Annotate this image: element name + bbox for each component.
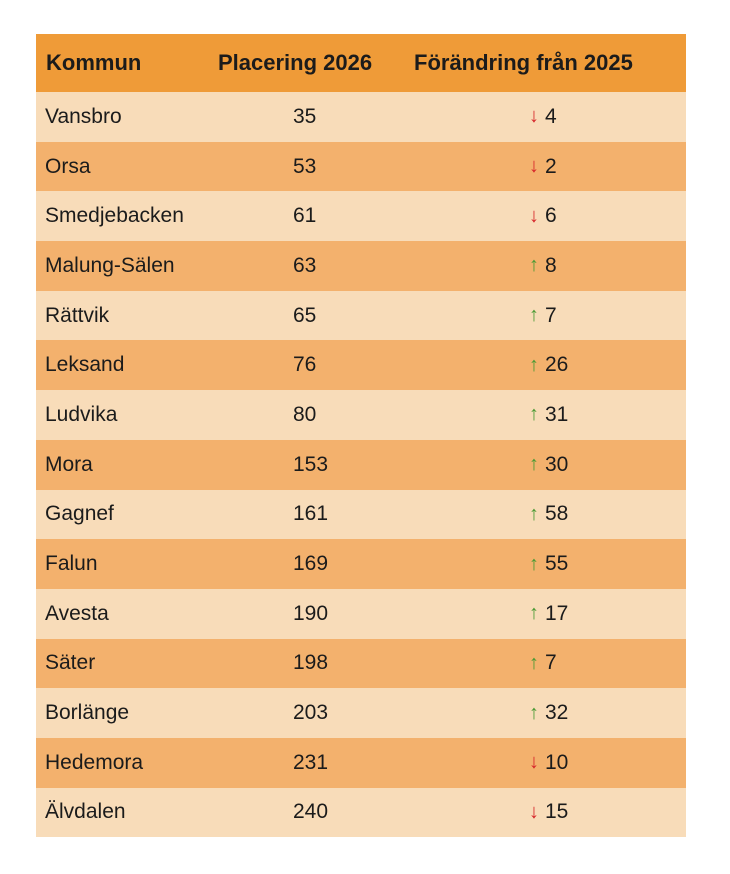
arrow-down-icon: ↓ (529, 800, 539, 823)
table-row: Ludvika 80 ↑ 31 (36, 390, 686, 440)
table-row: Avesta 190 ↑ 17 (36, 588, 686, 639)
arrow-up-icon: ↑ (529, 552, 539, 575)
arrow-up-icon: ↑ (529, 304, 539, 327)
column-header-kommun: Kommun (46, 50, 142, 75)
table-row: Smedjebacken 61 ↓ 6 (36, 191, 686, 242)
cell-placering: 198 (293, 651, 329, 675)
table-row: Säter 198 ↑ 7 (36, 638, 686, 689)
ranking-table: Kommun Placering 2026 Förändring från 20… (36, 34, 686, 838)
change-value: 2 (545, 154, 557, 178)
cell-forandring: ↓ 4 (414, 105, 686, 129)
cell-forandring: ↓ 2 (414, 155, 686, 179)
arrow-up-icon: ↑ (529, 651, 539, 674)
cell-placering: 80 (293, 402, 317, 426)
cell-kommun: Avesta (45, 601, 109, 625)
cell-placering: 231 (293, 750, 329, 774)
cell-placering: 161 (293, 502, 329, 526)
table-row: Hedemora 231 ↓ 10 (36, 737, 686, 788)
cell-kommun: Malung-Sälen (45, 253, 175, 277)
cell-forandring: ↑ 31 (414, 403, 686, 427)
cell-kommun: Orsa (45, 154, 91, 178)
cell-kommun: Säter (45, 651, 96, 675)
cell-kommun: Rättvik (45, 303, 110, 327)
cell-kommun: Leksand (45, 353, 125, 377)
arrow-up-icon: ↑ (529, 701, 539, 724)
cell-placering: 61 (293, 204, 317, 228)
cell-forandring: ↑ 26 (414, 353, 686, 377)
cell-forandring: ↓ 6 (414, 204, 686, 228)
arrow-up-icon: ↑ (529, 353, 539, 376)
arrow-up-icon: ↑ (529, 254, 539, 277)
cell-placering: 169 (293, 552, 329, 576)
cell-placering: 76 (293, 353, 317, 377)
cell-placering: 53 (293, 154, 317, 178)
column-header-placering: Placering 2026 (218, 50, 373, 75)
table-row: Vansbro 35 ↓ 4 (36, 92, 686, 142)
cell-placering: 153 (293, 452, 329, 476)
column-header-forandring: Förändring från 2025 (414, 50, 633, 75)
table-row: Leksand 76 ↑ 26 (36, 340, 686, 391)
change-value: 17 (545, 601, 569, 625)
change-value: 15 (545, 800, 569, 824)
change-value: 7 (545, 651, 557, 675)
cell-forandring: ↑ 30 (414, 453, 686, 477)
cell-placering: 65 (293, 303, 317, 327)
cell-placering: 240 (293, 800, 329, 824)
cell-forandring: ↑ 58 (414, 502, 686, 526)
table-body: Vansbro 35 ↓ 4 Orsa 53 ↓ 2 Smedjebacken 61 ↓ 6 Malun… (36, 92, 686, 838)
table-header: Kommun Placering 2026 Förändring från 20… (36, 34, 686, 92)
change-value: 55 (545, 552, 569, 576)
arrow-up-icon: ↑ (529, 403, 539, 426)
cell-kommun: Mora (45, 452, 93, 476)
cell-kommun: Borlänge (45, 701, 130, 725)
table-row: Rättvik 65 ↑ 7 (36, 290, 686, 341)
cell-kommun: Falun (45, 552, 98, 576)
cell-forandring: ↑ 55 (414, 552, 686, 576)
cell-forandring: ↑ 17 (414, 602, 686, 626)
cell-kommun: Vansbro (45, 104, 122, 128)
change-value: 30 (545, 452, 569, 476)
cell-kommun: Älvdalen (45, 800, 126, 824)
table-row: Mora 153 ↑ 30 (36, 439, 686, 490)
cell-placering: 63 (293, 253, 317, 277)
change-value: 4 (545, 104, 557, 128)
table-row: Falun 169 ↑ 55 (36, 539, 686, 589)
cell-placering: 203 (293, 701, 329, 725)
change-value: 10 (545, 750, 569, 774)
change-value: 6 (545, 204, 557, 228)
change-value: 32 (545, 701, 569, 725)
change-value: 8 (545, 253, 557, 277)
cell-forandring: ↑ 32 (414, 701, 686, 725)
cell-placering: 35 (293, 104, 317, 128)
arrow-down-icon: ↓ (529, 155, 539, 178)
cell-forandring: ↑ 7 (414, 304, 686, 328)
arrow-up-icon: ↑ (529, 453, 539, 476)
change-value: 7 (545, 303, 557, 327)
table-row: Orsa 53 ↓ 2 (36, 141, 686, 192)
cell-forandring: ↑ 8 (414, 254, 686, 278)
cell-kommun: Hedemora (45, 750, 144, 774)
arrow-down-icon: ↓ (529, 204, 539, 227)
change-value: 31 (545, 402, 569, 426)
table-row: Älvdalen 240 ↓ 15 (36, 787, 686, 838)
table-row: Borlänge 203 ↑ 32 (36, 688, 686, 738)
arrow-up-icon: ↑ (529, 602, 539, 625)
change-value: 26 (545, 353, 569, 377)
table-row: Gagnef 161 ↑ 58 (36, 489, 686, 540)
change-value: 58 (545, 502, 569, 526)
cell-kommun: Ludvika (45, 402, 118, 426)
cell-forandring: ↓ 15 (414, 800, 686, 824)
cell-forandring: ↑ 7 (414, 651, 686, 675)
cell-kommun: Gagnef (45, 502, 114, 526)
arrow-up-icon: ↑ (529, 502, 539, 525)
arrow-down-icon: ↓ (529, 751, 539, 774)
cell-kommun: Smedjebacken (45, 204, 184, 228)
table-row: Malung-Sälen 63 ↑ 8 (36, 241, 686, 291)
arrow-down-icon: ↓ (529, 105, 539, 128)
cell-placering: 190 (293, 601, 329, 625)
cell-forandring: ↓ 10 (414, 751, 686, 775)
